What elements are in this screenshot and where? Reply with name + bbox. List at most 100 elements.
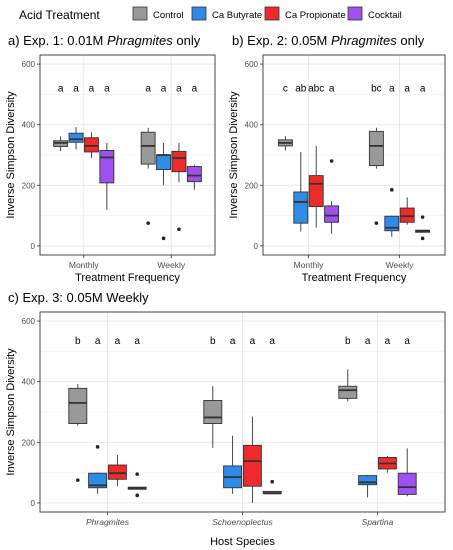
y-axis-label: Inverse Simpson Diversity: [5, 348, 17, 476]
legend-item-ca-propionate: Ca Propionate: [264, 6, 346, 21]
box-schoenoplectus-ca-propionate: [242, 416, 262, 503]
box-iqr: [107, 464, 127, 480]
x-tick-label-schoenoplectus: Schoenoplectus: [212, 517, 273, 527]
y-axis-label: Inverse Simpson Diversity: [228, 91, 240, 219]
box-iqr: [99, 150, 115, 184]
box-monthly-ca-butyrate: [293, 151, 309, 232]
x-tick-label-weekly: Weekly: [386, 260, 414, 270]
box-weekly-control: [140, 127, 156, 225]
y-tick-label: 400: [22, 121, 36, 130]
significance-letter: a: [420, 83, 426, 94]
significance-letter: abc: [308, 83, 324, 94]
box-weekly-ca-propionate: [171, 142, 187, 232]
box-phragmites-control: [68, 384, 88, 482]
significance-letter: a: [365, 336, 371, 347]
significance-letter: a: [145, 83, 151, 94]
x-axis-label: Host Species: [210, 536, 275, 548]
box-monthly-control: [277, 136, 293, 151]
legend-title: Acid Treatment: [19, 8, 100, 22]
box-iqr: [324, 205, 340, 223]
y-tick-label: 200: [22, 438, 36, 447]
panel-c-plot: 0 200 400 600 Phragmites Schoenoplectus Sparti…: [5, 311, 446, 548]
box-phragmites-ca-butyrate: [88, 445, 108, 494]
box-weekly-cocktail: [186, 164, 202, 190]
box-monthly-ca-butyrate: [68, 127, 84, 150]
significance-letter: b: [210, 336, 216, 347]
significance-letter: a: [269, 336, 275, 347]
legend-label-control: Control: [153, 10, 184, 21]
significance-letter: a: [95, 336, 101, 347]
significance-letter: a: [176, 83, 182, 94]
significance-letter: bc: [371, 83, 382, 94]
y-tick-label: 0: [31, 242, 36, 251]
significance-letter: b: [345, 336, 351, 347]
y-tick-label: 200: [245, 181, 259, 190]
box-schoenoplectus-ca-butyrate: [223, 435, 243, 494]
outlier-point: [146, 221, 150, 225]
y-tick-label: 0: [254, 242, 259, 251]
outlier-point: [95, 445, 100, 449]
significance-letter: a: [192, 83, 198, 94]
box-monthly-ca-propionate: [308, 145, 324, 228]
legend-item-ca-butyrate: Ca Butyrate: [191, 6, 262, 21]
significance-letter: a: [385, 336, 391, 347]
plot-frame: [262, 54, 446, 256]
legend-label-ca-propionate: Ca Propionate: [285, 10, 346, 21]
y-tick-label: 600: [22, 317, 36, 326]
outlier-point: [135, 493, 139, 498]
box-iqr: [338, 385, 358, 399]
box-schoenoplectus-cocktail: [262, 479, 282, 495]
box-phragmites-cocktail: [127, 472, 147, 498]
box-monthly-ca-propionate: [83, 132, 99, 159]
outlier-point: [420, 215, 425, 219]
x-tick-label-monthly: Monthly: [294, 260, 325, 270]
significance-letter: a: [230, 336, 236, 347]
significance-letter: a: [404, 83, 410, 94]
box-iqr: [397, 472, 417, 495]
box-weekly-cocktail: [415, 215, 431, 241]
significance-letter: a: [389, 83, 395, 94]
box-iqr: [308, 175, 324, 207]
box-iqr: [293, 191, 309, 224]
plot-frame: [39, 311, 446, 513]
box-weekly-ca-butyrate: [156, 142, 172, 241]
box-iqr: [171, 150, 187, 173]
y-tick-label: 200: [22, 181, 36, 190]
panel-a-title: a) Exp. 1: 0.01M Phragmites only: [8, 33, 201, 48]
significance-letter: a: [404, 336, 410, 347]
legend-key-ca-propionate: [264, 6, 280, 21]
legend-key-ca-butyrate: [191, 6, 207, 21]
y-tick-label: 600: [245, 60, 259, 69]
panel-c-title: c) Exp. 3: 0.05M Weekly: [8, 290, 149, 305]
legend: Acid Treatment Control Ca Butyrate Ca Pr…: [19, 6, 402, 22]
y-tick-label: 400: [245, 121, 259, 130]
outlier-point: [135, 472, 139, 476]
legend-key-cocktail: [347, 6, 363, 21]
legend-key-control: [132, 6, 148, 21]
y-tick-label: 600: [22, 60, 36, 69]
outlier-point: [177, 227, 181, 232]
significance-letter: a: [104, 83, 110, 94]
y-tick-label: 0: [31, 499, 36, 508]
significance-letter: a: [89, 83, 95, 94]
legend-item-cocktail: Cocktail: [347, 6, 402, 21]
legend-label-cocktail: Cocktail: [368, 10, 402, 21]
significance-letter: c: [283, 83, 288, 94]
box-iqr: [83, 137, 99, 153]
outlier-point: [329, 159, 334, 163]
x-axis-label: Treatment Frequency: [302, 272, 407, 284]
box-weekly-ca-butyrate: [384, 188, 400, 237]
box-spartina-ca-butyrate: [358, 475, 378, 498]
outlier-point: [270, 479, 275, 484]
box-iqr: [88, 472, 108, 489]
y-axis-label: Inverse Simpson Diversity: [5, 91, 17, 219]
box-weekly-control: [368, 127, 384, 225]
significance-letter: a: [329, 83, 335, 94]
box-monthly-cocktail: [99, 142, 115, 210]
box-iqr: [68, 132, 84, 143]
x-tick-label-monthly: Monthly: [69, 260, 100, 270]
box-monthly-control: [53, 136, 69, 152]
